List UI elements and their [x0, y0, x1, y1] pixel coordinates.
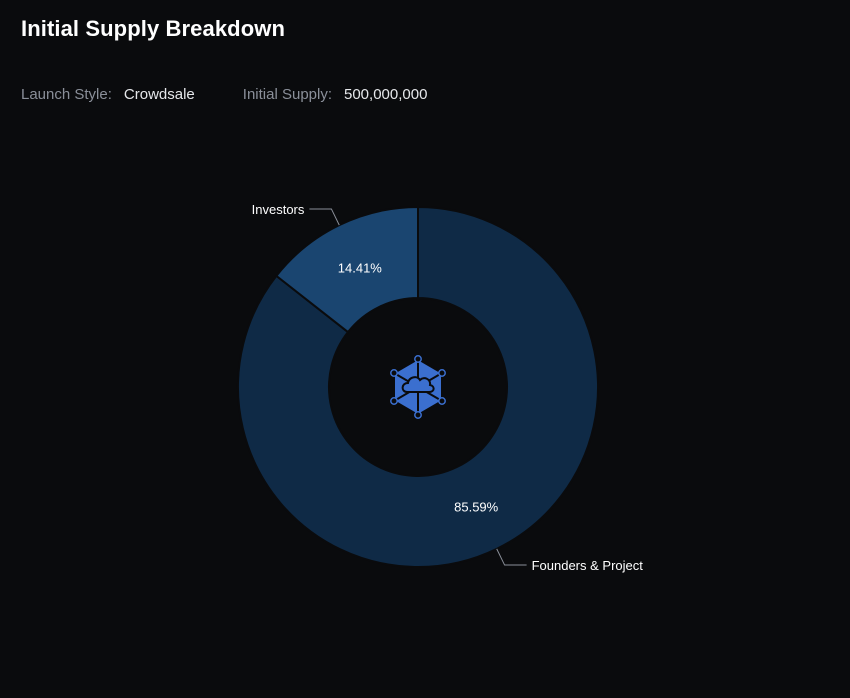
network-hexagon-logo-icon: [390, 355, 446, 419]
slice-percent-label-investors: 14.41%: [338, 260, 383, 275]
slice-founders-and-project: [237, 205, 599, 568]
leader-line-founders-and-project: [496, 548, 527, 566]
slice-percent-label-founders-and-project: 85.59%: [454, 500, 499, 515]
slice-investors: [274, 205, 419, 334]
initial-supply-label: Initial Supply:: [242, 86, 332, 103]
supply-meta: Launch Style: Crowdsale Initial Supply: …: [21, 86, 427, 103]
slice-name-label-investors: Investors: [252, 202, 305, 217]
launch-style-label: Launch Style:: [21, 86, 112, 103]
leader-line-investors: [309, 208, 340, 226]
initial-supply-value: 500,000,000: [344, 86, 428, 103]
launch-style-value: Crowdsale: [123, 86, 195, 103]
slice-name-label-founders-and-project: Founders & Project: [532, 558, 644, 573]
page-title: Initial Supply Breakdown: [21, 16, 285, 41]
